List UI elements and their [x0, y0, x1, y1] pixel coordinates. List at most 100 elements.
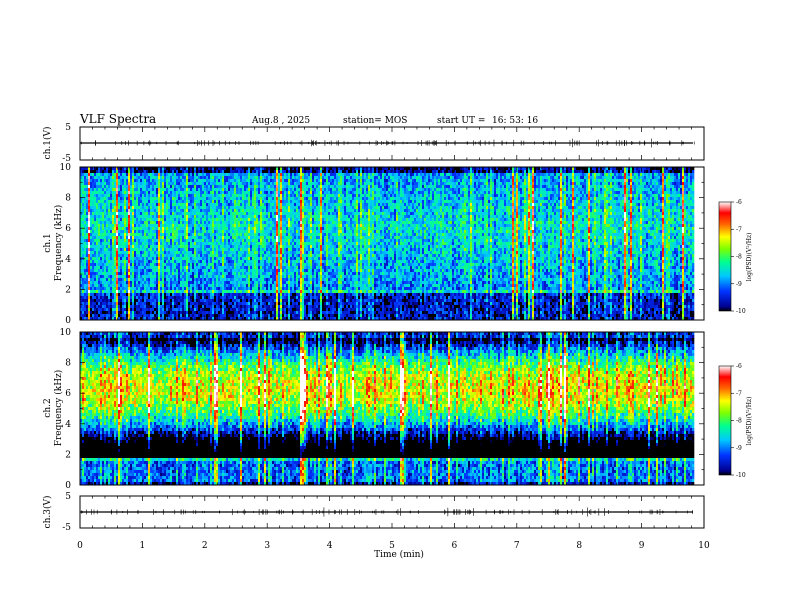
spectrogram-cell	[114, 224, 116, 227]
spectrogram-cell	[122, 311, 124, 314]
spectrogram-cell	[118, 215, 120, 218]
spectrogram-cell	[138, 176, 140, 179]
spectrogram-cell	[138, 206, 140, 209]
spectrogram-cell	[100, 191, 102, 194]
spectrogram-cell	[100, 170, 102, 173]
spectrogram-cell	[108, 251, 110, 254]
spectrogram-cell	[138, 218, 140, 221]
spectrogram-cell	[84, 218, 86, 221]
spectrogram-cell	[112, 236, 114, 239]
spectrogram-cell	[122, 182, 124, 185]
spectrogram-cell	[132, 170, 134, 173]
spectrogram-cell	[110, 236, 112, 239]
spectrogram-cell	[130, 257, 132, 260]
spectrogram-cell	[98, 185, 100, 188]
ch1-waveform-ylabel: ch.1(V)	[42, 127, 53, 160]
spectrogram-cell	[90, 302, 92, 305]
spectrogram-cell	[110, 308, 112, 311]
spectrogram-cell	[120, 308, 122, 311]
spectrogram-cell	[100, 221, 102, 224]
spectrogram-cell	[124, 305, 126, 308]
spectrogram-cell	[120, 263, 122, 266]
spectrogram-cell	[90, 272, 92, 275]
spectrogram-cell	[102, 239, 104, 242]
spectrogram-cell	[102, 281, 104, 284]
spectrogram-cell	[134, 266, 136, 269]
spectrogram-cell	[116, 206, 118, 209]
spectrogram-cell	[118, 263, 120, 266]
spectrogram-cell	[84, 179, 86, 182]
spectrogram-cell	[130, 242, 132, 245]
spectrogram-cell	[128, 293, 130, 296]
spectrogram-cell	[88, 176, 90, 179]
spectrogram-cell	[124, 203, 126, 206]
spectrogram-cell	[118, 197, 120, 200]
spectrogram-cell	[136, 245, 138, 248]
spectrogram-cell	[120, 242, 122, 245]
spectrogram-cell	[84, 311, 86, 314]
spectrogram-cell	[126, 206, 128, 209]
spectrogram-cell	[120, 182, 122, 185]
spectrogram-cell	[114, 257, 116, 260]
spectrogram-cell	[116, 287, 118, 290]
spectrogram-cell	[88, 263, 90, 266]
spectrogram-cell	[104, 260, 106, 263]
spectrogram-cell	[86, 197, 88, 200]
spectrogram-cell	[88, 248, 90, 251]
spectrogram-cell	[118, 260, 120, 263]
spectrogram-cell	[126, 170, 128, 173]
spectrogram-cell	[94, 308, 96, 311]
spectrogram-cell	[122, 221, 124, 224]
spectrogram-cell	[100, 287, 102, 290]
spectrogram-cell	[126, 176, 128, 179]
spectrogram-cell	[124, 248, 126, 251]
spectrogram-cell	[92, 245, 94, 248]
spectrogram-cell	[124, 266, 126, 269]
spectrogram-cell	[132, 182, 134, 185]
spectrogram-cell	[86, 269, 88, 272]
spectrogram-cell	[120, 176, 122, 179]
spectrogram-cell	[86, 176, 88, 179]
spectrogram-cell	[84, 314, 86, 317]
spectrogram-cell	[114, 194, 116, 197]
spectrogram-cell	[110, 296, 112, 299]
spectrogram-cell	[122, 314, 124, 317]
spectrogram-cell	[120, 200, 122, 203]
spectrogram-cell	[98, 215, 100, 218]
spectrogram-cell	[108, 266, 110, 269]
spectrogram-cell	[98, 287, 100, 290]
spectrogram-cell	[84, 293, 86, 296]
spectrogram-cell	[116, 239, 118, 242]
spectrogram-cell	[108, 230, 110, 233]
spectrogram-cell	[112, 314, 114, 317]
spectrogram-cell	[92, 227, 94, 230]
spectrogram-cell	[86, 206, 88, 209]
spectrogram-cell	[94, 170, 96, 173]
spectrogram-cell	[84, 185, 86, 188]
spectrogram-cell	[118, 293, 120, 296]
spectrogram-cell	[82, 260, 84, 263]
spectrogram-cell	[98, 248, 100, 251]
spectrogram-cell	[130, 260, 132, 263]
spectrogram-cell	[102, 275, 104, 278]
spectrogram-cell	[118, 200, 120, 203]
spectrogram-cell	[130, 221, 132, 224]
spectrogram-cell	[128, 290, 130, 293]
spectrogram-cell	[88, 173, 90, 176]
spectrogram-cell	[126, 236, 128, 239]
spectrogram-cell	[104, 254, 106, 257]
spectrogram-cell	[112, 218, 114, 221]
spectrogram-cell	[112, 245, 114, 248]
spectrogram-cell	[84, 206, 86, 209]
spectrogram-cell	[96, 302, 98, 305]
spectrogram-cell	[92, 182, 94, 185]
spectrogram-cell	[128, 200, 130, 203]
spectrogram-cell	[98, 308, 100, 311]
spectrogram-cell	[94, 302, 96, 305]
spectrogram-cell	[120, 281, 122, 284]
spectrogram-cell	[92, 170, 94, 173]
spectrogram-cell	[92, 305, 94, 308]
start-ut-value: 16: 53: 16	[492, 116, 538, 126]
spectrogram-cell	[106, 284, 108, 287]
spectrogram-cell	[106, 233, 108, 236]
